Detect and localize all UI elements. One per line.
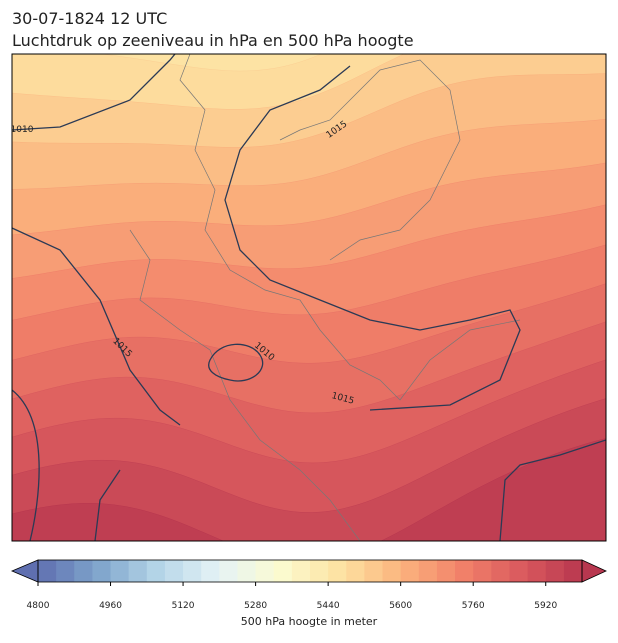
colorbar-band	[382, 560, 402, 582]
colorbar-tick-label: 5280	[244, 601, 267, 611]
colorbar-band	[491, 560, 510, 582]
colorbar-band	[164, 560, 184, 582]
colorbar: 4800 4960 5120 5280 5440 5600 5760 5920	[10, 559, 607, 611]
colorbar-tick-label: 4960	[99, 601, 122, 611]
colorbar-band	[128, 560, 148, 582]
colorbar-band	[237, 560, 257, 582]
isobar	[94, 469, 121, 541]
contour-label: 1010	[11, 125, 34, 135]
colorbar-extend-high	[581, 559, 607, 583]
colorbar-band	[110, 560, 130, 582]
colorbar-band	[418, 560, 438, 582]
coastline	[129, 229, 361, 541]
colorbar-band	[364, 560, 384, 582]
colorbar-band	[92, 560, 112, 582]
colorbar-band	[291, 560, 311, 582]
colorbar-band	[219, 560, 238, 582]
colorbar-band	[346, 560, 365, 582]
colorbar-band	[563, 560, 583, 582]
colorbar-band	[74, 560, 93, 582]
isobar	[12, 227, 181, 426]
date: 30-07-1824 12 UTC	[12, 9, 167, 28]
colorbar-frame	[37, 559, 583, 583]
coastline	[279, 59, 461, 261]
isobar	[208, 343, 264, 382]
map	[12, 54, 606, 541]
colorbar-tick-label: 5440	[317, 601, 340, 611]
colorbar-band	[201, 560, 220, 582]
colorbar-band	[273, 560, 293, 582]
colorbar-tick-label: 4800	[27, 601, 50, 611]
isobar	[12, 389, 40, 541]
map-frame	[11, 53, 607, 542]
colorbar-band	[527, 560, 547, 582]
colorbar-extend-low	[10, 559, 39, 583]
isobar	[12, 54, 176, 131]
colorbar-band	[255, 560, 275, 582]
colorbar-band	[400, 560, 420, 582]
colorbar-tick-label: 5760	[462, 601, 485, 611]
colorbar-tick-label: 5920	[534, 601, 557, 611]
colorbar-band	[509, 560, 529, 582]
colorbar-band	[38, 560, 57, 582]
colorbar-band	[328, 560, 347, 582]
colorbar-band	[183, 560, 202, 582]
colorbar-band	[436, 560, 456, 582]
colorbar-band	[473, 560, 492, 582]
isobar	[224, 65, 521, 411]
colorbar-tick-label: 5600	[389, 601, 412, 611]
colorbar-band	[455, 560, 474, 582]
coastline	[179, 54, 521, 401]
colorbar-band	[146, 560, 166, 582]
colorbar-band	[310, 560, 329, 582]
title: Luchtdruk op zeeniveau in hPa en 500 hPa…	[12, 31, 414, 50]
colorbar-band	[545, 560, 565, 582]
colorbar-label: 500 hPa hoogte in meter	[241, 615, 378, 628]
map-overlay	[12, 54, 606, 541]
isobar	[499, 439, 606, 541]
colorbar-tick-label: 5120	[172, 601, 195, 611]
colorbar-band	[56, 560, 75, 582]
